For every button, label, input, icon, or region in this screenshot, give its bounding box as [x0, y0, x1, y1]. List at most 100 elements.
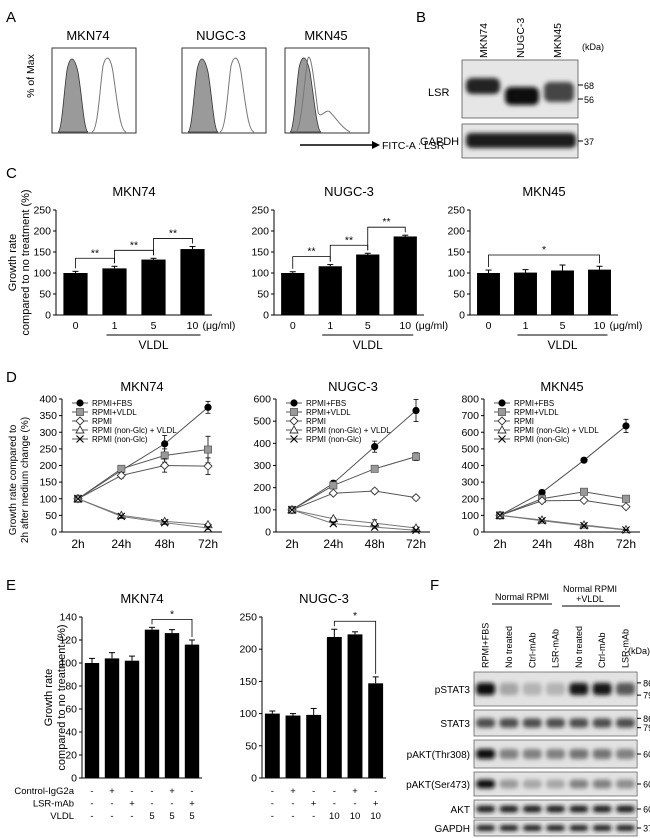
f-lane-label: No treated [504, 626, 514, 668]
data-point [74, 494, 82, 503]
chart-d-mkn74: MKN74 0 50 100 150 200 250 300 350 400 2h 24h 48h 72h… [39, 379, 222, 551]
y-tick-label: 40 [65, 727, 77, 739]
condition-value: + [311, 799, 317, 810]
b-marker: 37 [584, 137, 594, 147]
condition-value: - [110, 811, 113, 822]
f-band [476, 805, 496, 813]
condition-value: + [189, 799, 195, 810]
legend-label: RPMI+VLDL [92, 408, 137, 417]
bar [104, 658, 120, 778]
legend-label: RPMI+VLDL [514, 408, 559, 417]
f-row-label: GAPDH [434, 824, 470, 835]
significance-bracket [151, 618, 193, 637]
legend-label: RPMI (non-Glc) [306, 435, 362, 444]
data-point [290, 399, 298, 407]
y-tick-label: 60 [65, 704, 77, 716]
f-band [569, 825, 589, 831]
data-point [497, 425, 507, 434]
bar [356, 254, 380, 315]
f-band [499, 748, 519, 760]
b-unit: (kDa) [582, 42, 604, 52]
series-line [291, 490, 417, 511]
f-band [569, 718, 589, 728]
panel-label-f: F [430, 577, 439, 594]
data-point [161, 440, 169, 448]
f-group-vldl-2: +VLDL [576, 594, 604, 604]
y-tick-label: 150 [33, 247, 51, 259]
condition-value: - [333, 799, 336, 810]
x-tick-label: 0 [290, 320, 296, 332]
y-tick-label: 100 [251, 268, 269, 280]
y-tick-label: 100 [239, 708, 257, 720]
y-tick-label: 120 [59, 635, 77, 647]
bar [285, 715, 301, 778]
y-tick-label: 100 [33, 268, 51, 280]
y-tick-label: 0 [459, 310, 465, 322]
f-band [592, 825, 612, 831]
y-tick-label: 250 [33, 205, 51, 217]
isotype-histogram-mkn74 [57, 58, 89, 133]
x-tick-label: 72h [616, 537, 636, 551]
y-tick-label: 50 [257, 289, 269, 301]
data-point [412, 452, 420, 461]
f-band [476, 718, 496, 728]
f-band [592, 779, 612, 789]
significance-bracket [75, 257, 115, 269]
b-lsr-band [505, 87, 539, 105]
b-lane-nugc3: NUGC-3 [515, 18, 527, 58]
condition-value: - [110, 799, 113, 810]
f-band [546, 825, 566, 831]
y-tick-label: 400 [461, 460, 479, 472]
data-point [289, 425, 299, 434]
bar [84, 663, 100, 778]
y-tick-label: 500 [253, 416, 271, 428]
bar [347, 634, 363, 778]
b-lsr-band [466, 78, 500, 94]
b-row-label-lsr: LSR [428, 87, 449, 99]
f-group-vldl-1: Normal RPMI [563, 584, 617, 594]
y-tick-label: 150 [39, 477, 57, 489]
y-tick-label: 100 [253, 504, 271, 516]
lsr-histogram-mkn45 [295, 56, 351, 133]
bar [393, 236, 417, 315]
y-tick-label: 50 [39, 289, 51, 301]
isotype-histogram-mkn45 [289, 57, 322, 133]
f-band [476, 779, 496, 789]
x-tick-label: 24h [532, 537, 552, 551]
bar [368, 683, 384, 778]
data-point [328, 488, 338, 498]
data-point [412, 526, 420, 535]
data-point [621, 502, 631, 512]
data-point [203, 461, 213, 471]
f-band [615, 682, 635, 696]
y-tick-label: 50 [245, 740, 257, 752]
y-tick-label: 150 [251, 247, 269, 259]
f-band [499, 718, 519, 728]
data-point [370, 464, 379, 473]
b-marker: 56 [584, 95, 594, 105]
f-band [476, 748, 496, 760]
panel-label-d: D [6, 369, 17, 386]
b-lsr-band [544, 82, 574, 102]
chart-title: MKN74 [120, 591, 163, 606]
f-lane-label: Ctrl-mAb [527, 633, 537, 669]
chart-c-mkn45: MKN45 0 50 100 150 200 250 * 0 1 5 10 (μg/ml) VLDL [447, 184, 642, 352]
x-group-label: VLDL [353, 338, 383, 352]
y-tick-label: 250 [239, 612, 257, 624]
series-line [499, 491, 627, 516]
data-point [580, 456, 588, 464]
condition-value: 5 [189, 811, 194, 822]
bar [551, 270, 574, 315]
data-point [76, 435, 84, 443]
y-tick-label: 200 [251, 226, 269, 238]
condition-value: - [90, 811, 93, 822]
condition-value: - [190, 786, 193, 797]
f-row-label: pAKT(Ser473) [406, 780, 470, 791]
lsr-histogram-mkn74 [91, 57, 127, 133]
legend-label: RPMI+VLDL [306, 408, 351, 417]
x-tick-label: 10 [187, 320, 199, 332]
condition-value: - [374, 786, 377, 797]
f-band [499, 825, 519, 831]
histogram-frame-nugc3 [181, 47, 267, 134]
significance-label: * [542, 244, 546, 256]
